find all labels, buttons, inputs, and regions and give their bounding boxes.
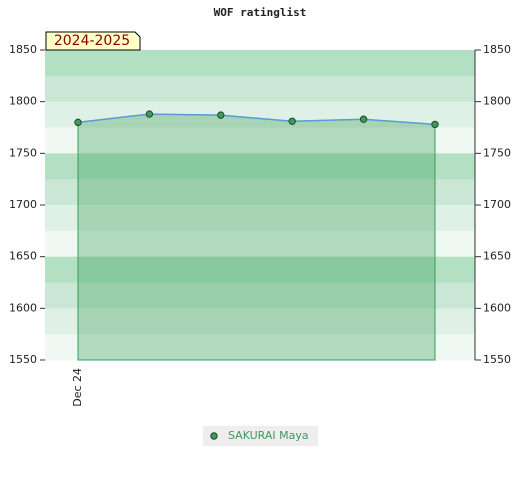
background-band: [45, 334, 475, 361]
background-band: [45, 127, 475, 154]
point: [145, 110, 154, 118]
y2-tick-label: 1800: [483, 95, 511, 108]
line: [77, 113, 436, 126]
point: [217, 111, 225, 119]
area: [77, 113, 436, 361]
point: [288, 117, 296, 126]
background-band: [45, 205, 475, 232]
y2-tick-label: 1850: [483, 43, 511, 56]
y2-tick-label: 1750: [483, 146, 511, 159]
y-tick-label: 1650: [9, 250, 37, 263]
point: [431, 120, 439, 129]
y-tick-label: 1800: [9, 95, 37, 108]
legend-box: [203, 426, 318, 446]
y-tick-label: 1550: [9, 353, 37, 366]
background-band: [45, 75, 475, 103]
y2-tick-label: 1600: [483, 301, 511, 314]
point: [74, 118, 82, 127]
y2-tick-label: 1650: [483, 250, 511, 263]
background-band: [45, 282, 475, 309]
legend-label: SAKURAI Maya: [228, 429, 309, 442]
annotation-box: [45, 31, 141, 51]
y-tick-label: 1600: [9, 301, 37, 314]
chart-title: WOF ratinglist: [214, 6, 307, 19]
background-band: [45, 308, 475, 335]
background-band: [45, 256, 475, 283]
annotation: 2024-2025: [54, 33, 130, 49]
y2-tick-label: 1700: [483, 198, 511, 211]
y2-tick-label: 1550: [483, 353, 511, 366]
background-band: [45, 230, 475, 258]
x-tick-label: Dec 24: [71, 368, 84, 407]
point: [359, 115, 368, 123]
y-tick-label: 1750: [9, 146, 37, 159]
y-tick-label: 1850: [9, 43, 37, 56]
background-band: [45, 101, 475, 128]
y-tick-label: 1700: [9, 198, 37, 211]
legend-marker: [210, 432, 218, 440]
background-band: [45, 153, 475, 180]
background-band: [45, 50, 475, 77]
background-band: [45, 179, 475, 206]
